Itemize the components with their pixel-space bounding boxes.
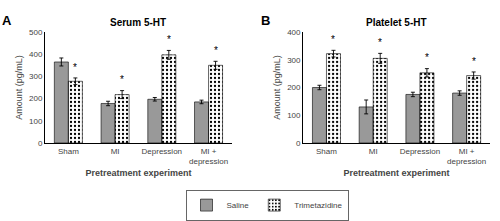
svg-text:Depression: Depression: [400, 147, 440, 156]
svg-text:*: *: [425, 52, 429, 63]
svg-text:Depression: Depression: [142, 147, 182, 156]
svg-text:100: 100: [287, 111, 301, 120]
svg-text:MI +depression: MI +depression: [189, 147, 228, 166]
svg-text:0: 0: [38, 139, 43, 148]
svg-text:0: 0: [296, 139, 301, 148]
svg-text:*: *: [331, 34, 335, 45]
svg-text:500: 500: [29, 28, 43, 37]
svg-text:Trimetazidine: Trimetazidine: [294, 201, 342, 210]
svg-text:Serum 5-HT: Serum 5-HT: [110, 17, 166, 28]
svg-text:MI: MI: [369, 147, 378, 156]
svg-text:Amount (pg/mL): Amount (pg/mL): [14, 55, 24, 120]
svg-text:300: 300: [287, 56, 301, 65]
svg-text:*: *: [120, 74, 124, 85]
svg-text:MI: MI: [111, 147, 120, 156]
svg-text:100: 100: [29, 117, 43, 126]
svg-text:MI +depression: MI +depression: [447, 147, 486, 166]
svg-text:Pretreatment experiment: Pretreatment experiment: [344, 168, 450, 178]
svg-text:200: 200: [29, 94, 43, 103]
svg-text:*: *: [378, 37, 382, 48]
svg-text:Pretreatment experiment: Pretreatment experiment: [85, 168, 191, 178]
svg-text:400: 400: [287, 28, 301, 37]
svg-text:Amount (pg/mL): Amount (pg/mL): [272, 55, 282, 120]
svg-text:A: A: [2, 13, 12, 28]
svg-text:*: *: [214, 45, 218, 56]
svg-text:400: 400: [29, 50, 43, 59]
svg-text:*: *: [472, 56, 476, 67]
svg-text:B: B: [261, 13, 270, 28]
svg-text:Platelet 5-HT: Platelet 5-HT: [366, 17, 427, 28]
svg-text:*: *: [73, 62, 77, 73]
svg-text:Sham: Sham: [58, 147, 79, 156]
svg-text:200: 200: [287, 83, 301, 92]
svg-text:300: 300: [29, 72, 43, 81]
svg-text:Saline: Saline: [227, 201, 250, 210]
svg-text:Sham: Sham: [316, 147, 337, 156]
svg-text:*: *: [167, 34, 171, 45]
